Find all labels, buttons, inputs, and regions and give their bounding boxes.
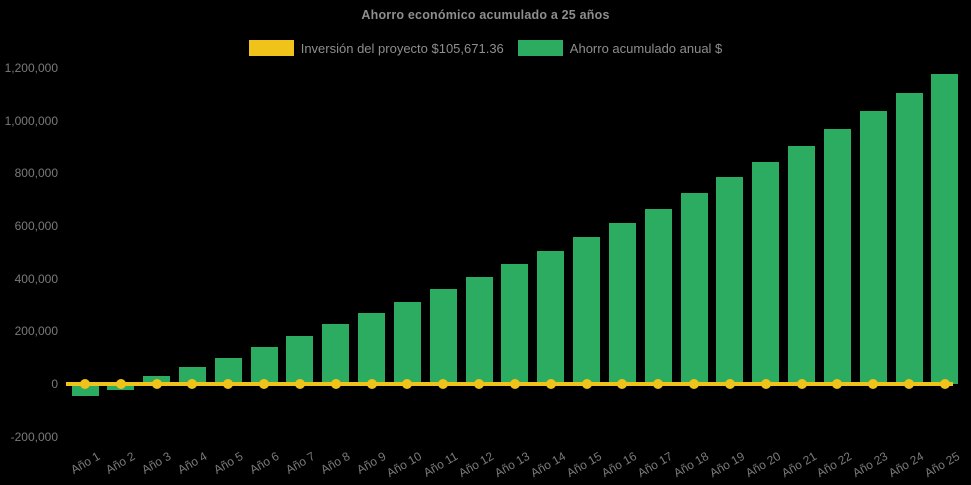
- x-axis-tick-label: Año 9: [354, 449, 389, 477]
- investment-line-marker: [474, 379, 485, 389]
- x-axis-tick-label: Año 17: [635, 449, 676, 481]
- bar-año-21: [788, 146, 816, 384]
- x-axis-tick-label: Año 2: [103, 449, 138, 477]
- investment-line-marker: [438, 379, 449, 389]
- x-axis-tick-label: Año 23: [850, 449, 891, 481]
- y-axis-tick-label: 200,000: [14, 324, 58, 339]
- x-axis-tick-label: Año 15: [563, 449, 604, 481]
- x-axis-tick-label: Año 4: [175, 449, 210, 477]
- bar-año-15: [573, 236, 601, 384]
- bar-año-6: [250, 347, 278, 384]
- investment-line-marker: [760, 379, 771, 389]
- x-axis-tick-label: Año 5: [211, 449, 246, 477]
- investment-line-marker: [366, 379, 377, 389]
- x-axis-tick-label: Año 18: [671, 449, 712, 481]
- investment-line-marker: [904, 379, 915, 389]
- legend-item-investment[interactable]: Inversión del proyecto $105,671.36: [248, 40, 504, 56]
- x-axis-tick-label: Año 11: [421, 449, 461, 480]
- x-axis-tick-label: Año 25: [922, 449, 962, 481]
- investment-line-marker: [330, 379, 341, 389]
- investment-line-marker: [653, 379, 664, 389]
- x-axis-tick-label: Año 21: [778, 449, 819, 481]
- investment-line-marker: [223, 379, 234, 389]
- x-axis-tick-label: Año 3: [139, 449, 174, 477]
- investment-line-marker: [294, 379, 305, 389]
- x-axis-tick-label: Año 7: [282, 449, 317, 477]
- investment-line-marker: [796, 379, 807, 389]
- savings-legend-swatch: [517, 40, 563, 56]
- investment-line-marker: [115, 379, 126, 389]
- investment-line-marker: [259, 379, 270, 389]
- bar-año-17: [644, 208, 672, 384]
- legend-item-savings[interactable]: Ahorro acumulado anual $: [517, 40, 723, 56]
- x-axis-tick-label: Año 10: [384, 449, 425, 481]
- bar-año-14: [537, 250, 565, 384]
- bar-año-4: [178, 367, 206, 384]
- x-axis-tick-label: Año 24: [886, 449, 927, 481]
- bar-año-18: [680, 193, 708, 384]
- x-axis-tick-label: Año 14: [527, 449, 568, 481]
- investment-line-marker: [832, 379, 843, 389]
- legend: Inversión del proyecto $105,671.36 Ahorr…: [0, 40, 971, 56]
- bar-año-19: [716, 176, 744, 384]
- bar-año-13: [501, 263, 529, 384]
- x-axis-tick-label: Año 12: [456, 449, 497, 481]
- investment-line-marker: [187, 379, 198, 389]
- bar-año-23: [859, 111, 887, 384]
- bar-año-9: [358, 312, 386, 384]
- bar-año-24: [895, 92, 923, 384]
- y-axis-tick-label: 800,000: [14, 166, 58, 181]
- x-axis-tick-label: Año 22: [814, 449, 855, 481]
- investment-line: [66, 382, 953, 386]
- investment-line-marker: [151, 379, 162, 389]
- investment-legend-label: Inversión del proyecto $105,671.36: [300, 40, 504, 56]
- x-axis-tick-label: Año 13: [492, 449, 532, 481]
- bar-año-25: [931, 74, 959, 384]
- x-axis-tick-label: Año 19: [707, 449, 747, 481]
- bar-año-12: [465, 277, 493, 384]
- bar-año-7: [286, 336, 314, 384]
- chart-title: Ahorro económico acumulado a 25 años: [361, 8, 610, 22]
- x-axis-tick-label: Año 20: [742, 449, 783, 481]
- investment-line-marker: [689, 379, 700, 389]
- investment-line-marker: [545, 379, 556, 389]
- y-axis-tick-label: 1,200,000: [4, 60, 58, 75]
- y-axis-tick-label: 400,000: [14, 271, 58, 286]
- bar-año-10: [393, 301, 421, 384]
- investment-line-marker: [724, 379, 735, 389]
- x-axis-tick-label: Año 6: [247, 449, 282, 477]
- investment-legend-swatch: [248, 40, 294, 56]
- investment-line-marker: [617, 379, 628, 389]
- bar-año-1: [71, 384, 99, 396]
- investment-line-marker: [80, 379, 90, 389]
- y-axis-tick-label: 600,000: [14, 218, 58, 233]
- x-axis-tick-label: Año 1: [67, 449, 102, 477]
- investment-line-marker: [402, 379, 413, 389]
- investment-line-marker: [868, 379, 879, 389]
- x-axis-tick-label: Año 8: [318, 449, 353, 477]
- x-axis-tick-label: Año 16: [599, 449, 640, 481]
- investment-line-marker: [509, 379, 520, 389]
- bar-año-22: [823, 128, 851, 384]
- savings-legend-label: Ahorro acumulado anual $: [569, 40, 723, 56]
- investment-line-marker: [581, 379, 592, 389]
- bar-año-20: [752, 161, 780, 384]
- y-axis-tick-label: 0: [51, 377, 58, 391]
- bar-año-16: [608, 222, 636, 384]
- bar-año-11: [429, 288, 457, 384]
- y-axis-tick-label: -200,000: [10, 429, 58, 444]
- investment-line-marker: [939, 379, 950, 389]
- bar-año-8: [322, 324, 350, 384]
- y-axis-tick-label: 1,000,000: [4, 113, 58, 128]
